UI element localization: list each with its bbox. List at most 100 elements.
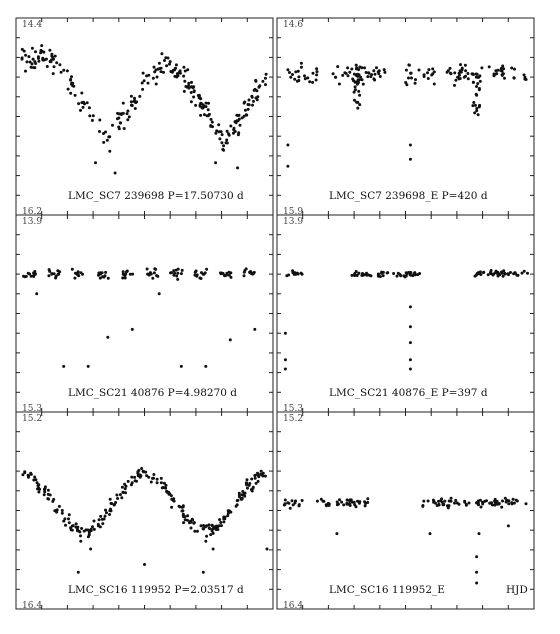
data-point <box>214 161 218 165</box>
data-point <box>512 501 516 505</box>
data-point <box>81 272 84 276</box>
data-point <box>293 272 297 276</box>
data-point <box>57 504 61 508</box>
data-point <box>130 475 134 479</box>
data-point <box>348 70 352 74</box>
data-point <box>511 497 515 501</box>
data-point <box>122 127 126 130</box>
data-point <box>357 89 361 93</box>
data-point <box>75 529 79 533</box>
data-point <box>164 56 168 60</box>
data-point <box>32 271 36 275</box>
data-point <box>443 499 447 503</box>
data-point <box>192 89 196 93</box>
data-point <box>404 68 408 72</box>
data-point <box>261 79 265 83</box>
data-point <box>433 501 437 505</box>
data-point <box>42 493 46 497</box>
data-point <box>23 471 27 475</box>
data-point <box>29 472 33 476</box>
data-point <box>296 272 300 276</box>
data-point <box>238 123 242 127</box>
data-point <box>252 99 255 103</box>
data-point <box>353 98 356 102</box>
data-point <box>352 500 356 504</box>
data-point <box>513 67 516 71</box>
data-point <box>152 476 155 480</box>
data-point <box>480 66 484 70</box>
data-point <box>459 63 462 67</box>
data-point <box>103 274 107 278</box>
data-point <box>202 105 205 109</box>
data-point <box>145 267 149 271</box>
data-point <box>28 60 32 64</box>
data-point <box>357 81 360 84</box>
data-point <box>315 499 319 503</box>
data-point <box>454 78 458 82</box>
data-point <box>214 131 218 135</box>
data-point <box>67 521 71 525</box>
data-point <box>37 59 41 63</box>
data-point <box>283 331 287 335</box>
data-point <box>138 473 142 477</box>
data-point <box>242 101 246 105</box>
data-point <box>34 50 37 54</box>
data-point <box>41 58 45 61</box>
data-point <box>52 65 56 69</box>
data-point <box>299 65 303 69</box>
data-point <box>45 65 49 68</box>
data-point <box>182 89 186 93</box>
data-point <box>58 63 62 67</box>
data-point <box>504 500 508 504</box>
data-point <box>482 271 485 274</box>
data-point <box>185 518 189 522</box>
data-point <box>163 59 166 62</box>
data-point <box>418 272 422 275</box>
data-point <box>176 267 180 271</box>
data-point <box>173 271 177 275</box>
data-point <box>121 276 125 280</box>
data-point <box>222 517 226 521</box>
data-point <box>220 271 224 275</box>
data-point <box>37 486 41 490</box>
data-point <box>113 171 117 175</box>
data-point <box>466 77 470 81</box>
data-point <box>291 73 294 76</box>
data-point <box>54 276 58 280</box>
data-point <box>291 503 295 507</box>
data-point <box>448 66 452 70</box>
data-point <box>363 504 367 508</box>
data-point <box>71 81 75 85</box>
panel-sc16_119952_E_time: 15.2 16.4 LMC_SC16 119952_E HJD <box>276 411 535 611</box>
data-point <box>85 101 89 105</box>
data-point <box>366 497 370 501</box>
data-point <box>173 68 177 72</box>
data-point <box>315 73 319 77</box>
data-point <box>342 503 346 507</box>
data-point <box>79 539 83 543</box>
data-point <box>83 102 86 106</box>
data-point <box>94 161 97 165</box>
data-point <box>30 62 34 66</box>
data-point <box>222 520 226 524</box>
data-point <box>201 272 205 276</box>
data-point <box>237 113 241 117</box>
data-point <box>409 71 412 75</box>
data-point <box>335 532 339 536</box>
data-point <box>131 272 135 276</box>
data-point <box>250 94 254 98</box>
data-point <box>421 504 425 507</box>
data-point <box>35 481 39 485</box>
data-point <box>361 82 365 86</box>
data-point <box>353 88 357 92</box>
data-point <box>426 71 429 75</box>
data-point <box>133 479 137 483</box>
data-point <box>104 270 108 274</box>
data-point <box>356 106 360 110</box>
data-point <box>473 111 477 115</box>
data-point <box>182 515 185 519</box>
data-point <box>492 72 496 76</box>
data-point <box>385 271 389 275</box>
data-point <box>96 524 100 528</box>
data-point <box>243 108 247 112</box>
